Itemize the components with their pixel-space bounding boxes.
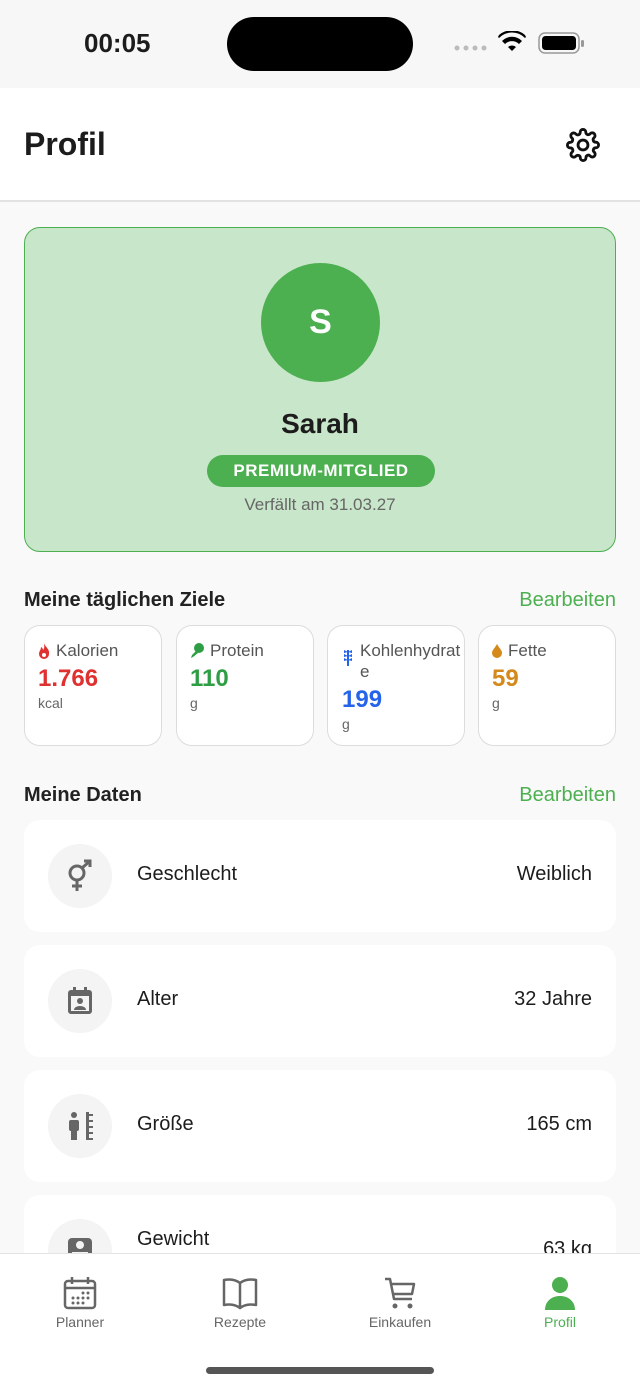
tab-label: Einkaufen [368,1314,432,1330]
gender-icon [68,859,92,891]
scroll-content[interactable]: S Sarah PREMIUM-MITGLIED Verfällt am 31.… [0,204,640,1253]
header: Profil [0,88,640,202]
data-row-height[interactable]: Größe 165 cm [24,1070,616,1182]
goal-card-fat[interactable]: Fette 59 g [478,625,616,746]
premium-badge: PREMIUM-MITGLIED [207,455,435,487]
clock: 00:05 [84,28,151,58]
goal-unit: g [492,695,500,711]
user-name: Sarah [281,408,359,439]
tab-profil[interactable]: Profil [500,1276,620,1330]
calendar-icon [63,1277,97,1310]
row-value: 63 kg [543,1238,592,1253]
scale-icon [68,1238,92,1253]
goal-value: 199 [342,686,383,713]
goal-value: 110 [190,665,229,692]
goals-title: Meine täglichen Ziele [24,589,226,611]
tab-label: Rezepte [213,1314,267,1330]
goal-label: Kalorien [56,641,119,660]
data-row-age[interactable]: Alter 32 Jahre [24,945,616,1057]
row-value: 32 Jahre [514,988,592,1010]
tab-rezepte[interactable]: Rezepte [180,1276,300,1330]
goal-unit: kcal [38,695,63,711]
flame-icon [39,643,50,659]
settings-gear-icon[interactable] [566,128,600,162]
row-label: Gewicht [137,1228,210,1250]
goal-value: 59 [492,665,519,692]
row-label: Größe [137,1113,194,1135]
goal-value: 1.766 [38,665,99,692]
book-icon [222,1278,258,1310]
goal-card-protein[interactable]: Protein 110 g [176,625,314,746]
signal-icon [454,45,487,51]
drop-icon [492,644,502,658]
battery-icon [538,32,584,54]
home-indicator [206,1367,434,1374]
goal-card-carbs[interactable]: Kohlenhydrate 199 g [327,625,465,746]
row-label: Geschlecht [137,863,238,885]
cart-icon [385,1277,416,1309]
goal-unit: g [342,716,350,732]
tab-label: Profil [544,1314,576,1330]
expiry-text: Verfällt am 31.03.27 [244,495,396,514]
avatar[interactable]: S [261,263,380,382]
row-value: Weiblich [516,863,592,885]
edit-goals-button[interactable]: Bearbeiten [519,589,616,611]
goal-card-calories[interactable]: Kalorien 1.766 kcal [24,625,162,746]
edit-data-button[interactable]: Bearbeiten [519,784,616,806]
dynamic-island [227,17,413,71]
data-row-gender[interactable]: Geschlecht Weiblich [24,820,616,932]
data-row-weight[interactable]: Gewicht 63 kg [24,1195,616,1253]
tab-label: Planner [55,1314,105,1330]
tab-bar: Planner Rezepte Einkaufen Profil [0,1253,640,1387]
calendar-person-icon [68,987,92,1014]
drumstick-icon [191,643,204,658]
goal-unit: g [190,695,198,711]
status-bar: 00:05 [0,0,640,88]
height-icon [69,1112,93,1140]
goal-label: Fette [508,641,547,660]
tab-einkaufen[interactable]: Einkaufen [340,1276,460,1330]
wheat-icon [344,650,352,666]
data-title: Meine Daten [24,784,142,806]
wifi-icon [498,31,526,51]
goal-label: Kohlenhydrate [360,641,461,681]
tab-planner[interactable]: Planner [20,1276,140,1330]
page-title: Profil [24,126,106,162]
person-icon [545,1277,575,1310]
row-label: Alter [137,988,179,1010]
row-value: 165 cm [526,1113,592,1135]
profile-card: S Sarah PREMIUM-MITGLIED Verfällt am 31.… [24,227,616,552]
goal-label: Protein [210,641,264,660]
